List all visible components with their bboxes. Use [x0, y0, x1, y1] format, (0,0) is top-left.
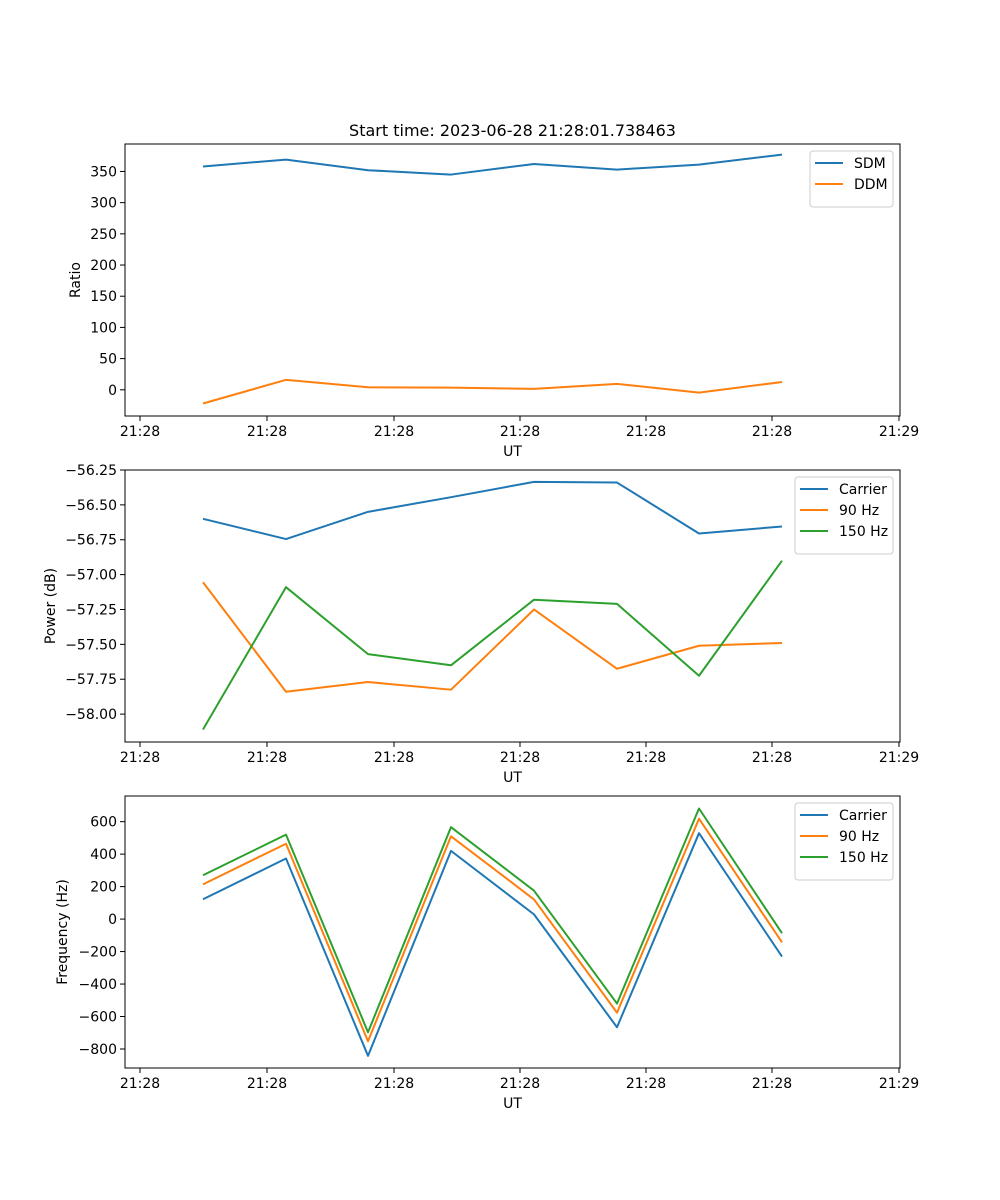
y-tick-label: −56.25	[65, 463, 117, 479]
x-tick-label: 21:29	[879, 1076, 919, 1092]
series-line-3	[202, 560, 783, 730]
y-tick-label: 600	[90, 815, 117, 831]
x-tick-label: 21:29	[879, 750, 919, 766]
x-tick-label: 21:28	[374, 750, 414, 766]
subplot-1: 21:28 21:28 21:28 21:28 21:28 21:28 21:29 0 50 10…	[68, 143, 919, 460]
x-axis-label: UT	[503, 444, 522, 460]
legend-box	[794, 802, 894, 881]
x-tick-label: 21:28	[120, 750, 160, 766]
series-line-2	[202, 378, 783, 405]
legend-label: DDM	[854, 177, 888, 193]
y-tick-label: 150	[90, 289, 117, 305]
x-tick-label: 21:28	[752, 424, 792, 440]
y-tick-label: −57.25	[65, 602, 117, 618]
y-tick-label: −58.00	[65, 707, 117, 723]
y-tick-label: −800	[79, 1042, 117, 1058]
x-tick-label: 21:28	[374, 424, 414, 440]
subplots: 21:28 21:28 21:28 21:28 21:28 21:28 21:29 0 50 10…	[43, 143, 919, 1112]
x-tick-label: 21:28	[500, 424, 540, 440]
subplot-2: 21:28 21:28 21:28 21:28 21:28 21:28 21:29 −56.2…	[43, 463, 919, 786]
x-tick-label: 21:28	[374, 1076, 414, 1092]
series-line-1	[202, 480, 783, 541]
y-tick-label: 300	[90, 196, 117, 212]
y-tick-label: 0	[108, 912, 117, 928]
figure-title: Start time: 2023-06-28 21:28:01.738463	[349, 121, 676, 140]
y-tick-label: 200	[90, 880, 117, 896]
legend-label: SDM	[854, 156, 886, 172]
legend: Carrier 90 Hz 150 Hz	[794, 476, 894, 555]
y-tick-label: 250	[90, 227, 117, 243]
legend-label: Carrier	[839, 482, 887, 498]
x-axis-label: UT	[503, 770, 522, 786]
y-tick-label: −600	[79, 1010, 117, 1026]
plot-frame	[124, 469, 901, 743]
series-line-3	[202, 807, 783, 1034]
subplot-3: 21:28 21:28 21:28 21:28 21:28 21:28 21:29 −800 −…	[55, 795, 919, 1112]
y-axis-label: Ratio	[68, 262, 84, 298]
y-tick-label: −56.75	[65, 533, 117, 549]
x-tick-label: 21:29	[879, 424, 919, 440]
series-line-2	[202, 817, 783, 1043]
y-tick-label: 200	[90, 258, 117, 274]
x-tick-label: 21:28	[626, 750, 666, 766]
series-line-1	[202, 832, 783, 1057]
plot-frame	[124, 795, 901, 1069]
series-line-2	[202, 581, 783, 693]
y-tick-label: −57.00	[65, 568, 117, 584]
legend-box	[809, 150, 894, 208]
x-tick-label: 21:28	[752, 1076, 792, 1092]
y-axis-label: Power (dB)	[43, 568, 59, 644]
legend-label: 150 Hz	[839, 524, 888, 540]
y-tick-label: −57.50	[65, 637, 117, 653]
y-tick-label: 50	[99, 352, 117, 368]
y-axis-label: Frequency (Hz)	[55, 879, 71, 985]
x-tick-label: 21:28	[500, 750, 540, 766]
y-tick-label: 100	[90, 320, 117, 336]
series-line-1	[202, 153, 783, 176]
x-tick-label: 21:28	[120, 424, 160, 440]
y-tick-label: −57.75	[65, 672, 117, 688]
x-axis-label: UT	[503, 1096, 522, 1112]
legend: SDM DDM	[809, 150, 894, 208]
plot-frame	[124, 143, 901, 417]
x-tick-label: 21:28	[247, 1076, 287, 1092]
legend-label: 90 Hz	[839, 503, 879, 519]
y-tick-label: 0	[108, 383, 117, 399]
legend-box	[794, 476, 894, 555]
y-tick-label: 350	[90, 164, 117, 180]
x-tick-label: 21:28	[247, 424, 287, 440]
x-tick-label: 21:28	[752, 750, 792, 766]
legend: Carrier 90 Hz 150 Hz	[794, 802, 894, 881]
x-tick-label: 21:28	[626, 1076, 666, 1092]
legend-label: 150 Hz	[839, 850, 888, 866]
legend-label: 90 Hz	[839, 829, 879, 845]
x-tick-label: 21:28	[120, 1076, 160, 1092]
x-tick-label: 21:28	[626, 424, 666, 440]
legend-label: Carrier	[839, 808, 887, 824]
y-tick-label: −400	[79, 977, 117, 993]
x-tick-label: 21:28	[500, 1076, 540, 1092]
y-tick-label: −200	[79, 945, 117, 961]
x-tick-label: 21:28	[247, 750, 287, 766]
y-tick-label: 400	[90, 847, 117, 863]
y-tick-label: −56.50	[65, 498, 117, 514]
